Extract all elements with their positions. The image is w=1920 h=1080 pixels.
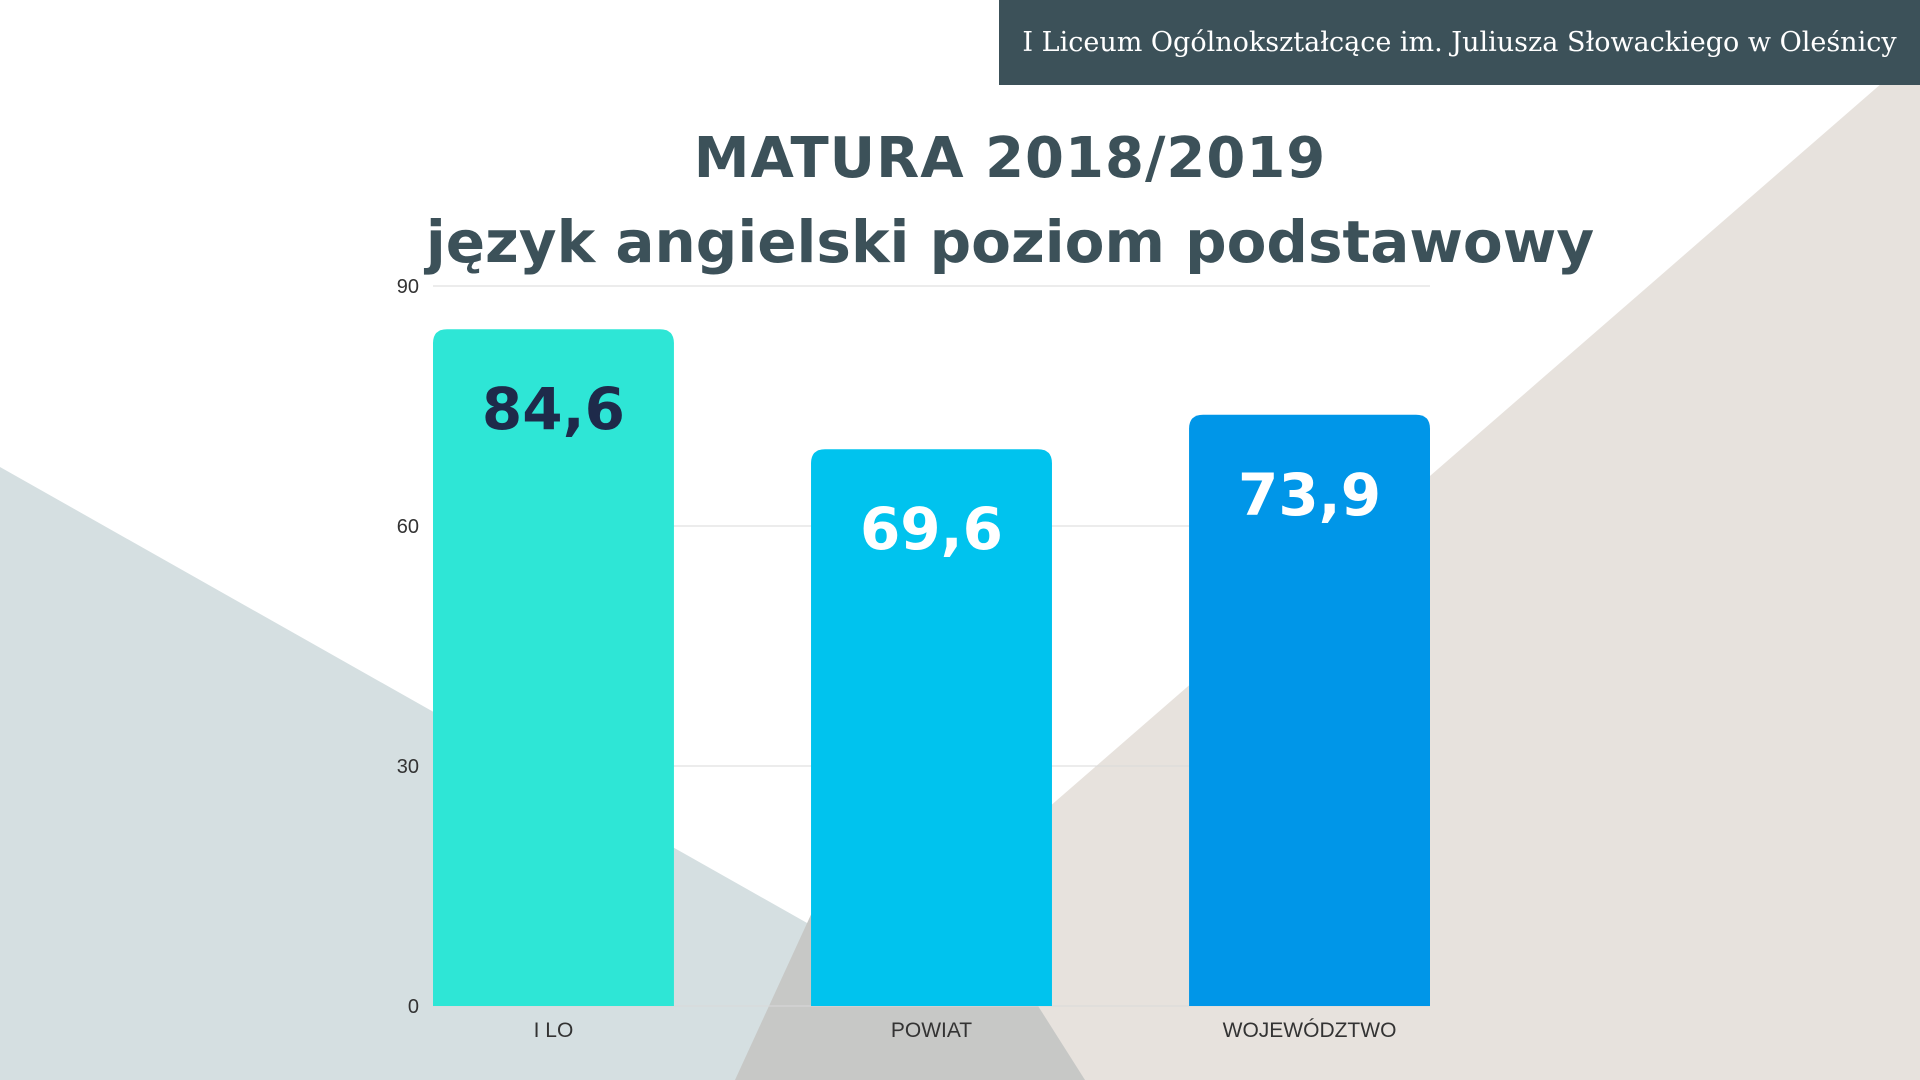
bar-value-label: 69,6 bbox=[860, 495, 1003, 563]
x-category-label: POWIAT bbox=[891, 1019, 972, 1042]
bar-value-label: 84,6 bbox=[482, 375, 625, 443]
bar bbox=[433, 329, 674, 1006]
bar-value-label: 73,9 bbox=[1238, 461, 1381, 529]
chart-title: MATURA 2018/2019 bbox=[693, 126, 1327, 191]
x-category-label: I LO bbox=[534, 1019, 574, 1042]
y-tick-label: 0 bbox=[408, 996, 419, 1018]
bar bbox=[1189, 414, 1430, 1006]
y-tick-label: 60 bbox=[397, 516, 419, 538]
y-tick-label: 30 bbox=[397, 756, 419, 778]
bar bbox=[811, 449, 1052, 1006]
school-name-banner: I Liceum Ogólnokształcące im. Juliusza S… bbox=[999, 0, 1920, 85]
y-tick-label: 90 bbox=[397, 276, 419, 298]
chart-subtitle: język angielski poziom podstawowy bbox=[425, 208, 1595, 276]
x-category-label: WOJEWÓDZTWO bbox=[1223, 1019, 1397, 1042]
